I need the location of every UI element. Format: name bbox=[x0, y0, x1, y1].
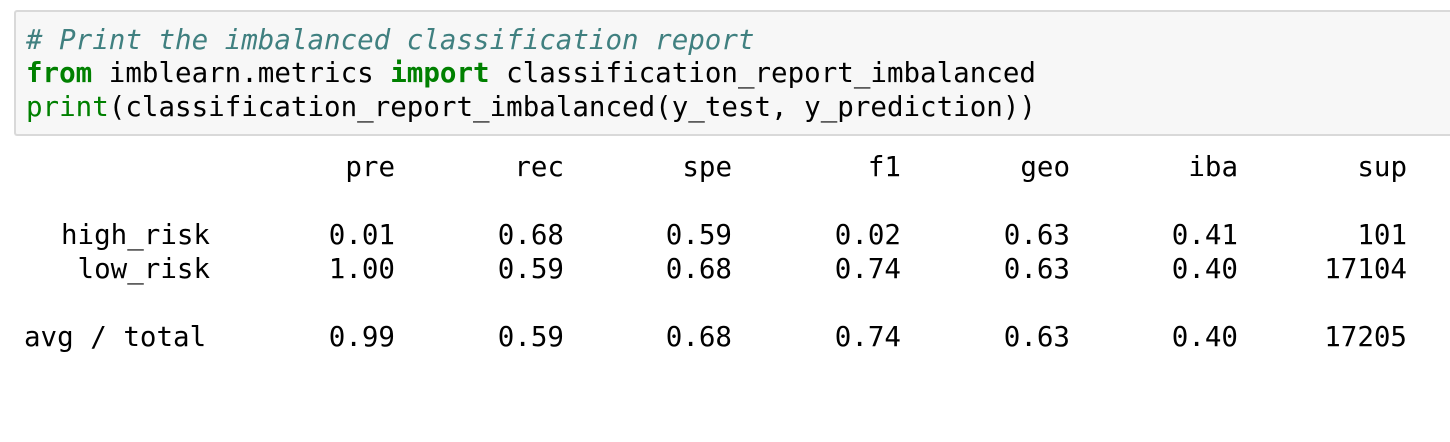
cell-rec: 0.59 bbox=[497, 253, 564, 285]
report-row-avg-total: avg / total 0.99 0.59 0.68 0.74 0.63 0.4… bbox=[0, 320, 1450, 354]
imported-name: classification_report_imbalanced bbox=[489, 57, 1036, 89]
header-f1: f1 bbox=[867, 151, 901, 183]
header-rec: rec bbox=[514, 151, 564, 183]
cell-f1: 0.02 bbox=[834, 219, 901, 251]
cell-f1: 0.74 bbox=[834, 253, 901, 285]
header-sup: sup bbox=[1357, 151, 1407, 183]
cell-spe: 0.68 bbox=[665, 321, 732, 353]
cell-iba: 0.40 bbox=[1171, 253, 1238, 285]
cell-sup: 17205 bbox=[1324, 321, 1407, 353]
row-label: avg / total bbox=[24, 321, 207, 353]
cell-spe: 0.68 bbox=[665, 253, 732, 285]
code-line-print: print(classification_report_imbalanced(y… bbox=[26, 91, 1036, 124]
code-comment: # Print the imbalanced classification re… bbox=[26, 24, 755, 56]
cell-pre: 0.01 bbox=[328, 219, 395, 251]
keyword-import: import bbox=[390, 57, 490, 89]
cell-pre: 1.00 bbox=[328, 253, 395, 285]
cell-rec: 0.59 bbox=[497, 321, 564, 353]
report-row-low-risk: low_risk 1.00 0.59 0.68 0.74 0.63 0.40 1… bbox=[0, 252, 1450, 286]
keyword-from: from bbox=[26, 57, 93, 89]
cell-sup: 101 bbox=[1357, 219, 1407, 251]
cell-f1: 0.74 bbox=[834, 321, 901, 353]
cell-sup: 17104 bbox=[1324, 253, 1407, 285]
cell-iba: 0.41 bbox=[1171, 219, 1238, 251]
cell-geo: 0.63 bbox=[1003, 219, 1070, 251]
print-arguments: (classification_report_imbalanced(y_test… bbox=[108, 91, 1036, 123]
row-label: high_risk bbox=[60, 219, 210, 251]
cell-iba: 0.40 bbox=[1171, 321, 1238, 353]
header-spe: spe bbox=[682, 151, 732, 183]
cell-geo: 0.63 bbox=[1003, 321, 1070, 353]
module-name: imblearn.metrics bbox=[92, 57, 391, 89]
cell-geo: 0.63 bbox=[1003, 253, 1070, 285]
report-row-high-risk: high_risk 0.01 0.68 0.59 0.02 0.63 0.41 … bbox=[0, 218, 1450, 252]
cell-pre: 0.99 bbox=[328, 321, 395, 353]
header-iba: iba bbox=[1188, 151, 1238, 183]
code-line-comment: # Print the imbalanced classification re… bbox=[26, 24, 754, 57]
header-pre: pre bbox=[345, 151, 395, 183]
row-label: low_risk bbox=[77, 253, 210, 285]
report-header-row: pre rec spe f1 geo iba sup bbox=[0, 150, 1450, 184]
builtin-print: print bbox=[26, 91, 109, 123]
cell-spe: 0.59 bbox=[665, 219, 732, 251]
header-geo: geo bbox=[1020, 151, 1070, 183]
code-cell-input[interactable]: # Print the imbalanced classification re… bbox=[14, 10, 1450, 136]
cell-rec: 0.68 bbox=[497, 219, 564, 251]
code-line-import: from imblearn.metrics import classificat… bbox=[26, 57, 1036, 90]
cell-output: pre rec spe f1 geo iba sup high_risk 0.0… bbox=[0, 140, 1450, 440]
